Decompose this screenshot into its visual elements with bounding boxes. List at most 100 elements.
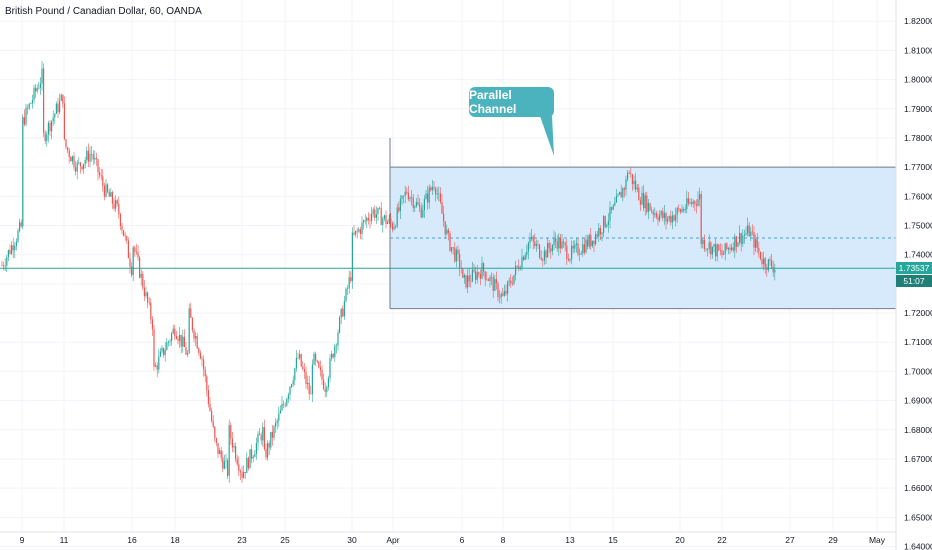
candle xyxy=(44,130,46,144)
candle xyxy=(73,152,75,171)
candle xyxy=(243,465,245,479)
candle xyxy=(582,237,584,257)
x-tick-label: 6 xyxy=(460,535,465,545)
candle xyxy=(603,214,605,238)
candle xyxy=(91,145,93,162)
candle xyxy=(319,360,321,377)
candle xyxy=(375,206,377,224)
candle xyxy=(235,442,237,463)
y-tick-label: 1.64000 xyxy=(904,542,932,550)
candle xyxy=(747,217,749,237)
candle xyxy=(311,359,313,403)
candle xyxy=(103,182,105,201)
candle xyxy=(407,185,409,202)
candle xyxy=(430,185,432,192)
candle xyxy=(689,198,691,205)
candle xyxy=(670,210,672,226)
candle xyxy=(353,225,355,236)
candle xyxy=(172,324,174,335)
candle xyxy=(767,258,769,273)
candle xyxy=(518,259,520,272)
candle xyxy=(455,246,457,268)
candle xyxy=(207,385,209,408)
candle xyxy=(766,263,768,277)
candle xyxy=(398,201,400,214)
candle xyxy=(111,190,113,210)
candle xyxy=(188,303,190,355)
candle xyxy=(214,425,216,442)
candle xyxy=(523,255,525,261)
x-tick-label: 18 xyxy=(170,535,180,545)
candle xyxy=(534,233,536,249)
candle xyxy=(678,204,680,213)
y-tick-label: 1.67000 xyxy=(904,454,932,464)
candle xyxy=(297,352,299,360)
candle xyxy=(193,328,195,343)
candle xyxy=(60,93,62,102)
candle xyxy=(89,146,91,168)
candle xyxy=(267,440,269,461)
candle xyxy=(36,84,38,94)
candle xyxy=(361,216,363,240)
candle xyxy=(679,208,681,215)
candle xyxy=(435,186,437,202)
candle xyxy=(121,222,123,235)
candle xyxy=(271,425,273,446)
candle xyxy=(649,202,651,211)
candle xyxy=(4,258,6,272)
candle xyxy=(331,351,333,362)
candle xyxy=(555,232,557,248)
candle xyxy=(755,234,757,252)
candle xyxy=(499,289,501,304)
candle xyxy=(513,274,515,286)
candle xyxy=(627,170,629,182)
callout-label[interactable]: Parallel Channel xyxy=(469,87,554,117)
parallel-channel[interactable] xyxy=(389,116,896,310)
candle xyxy=(260,432,262,445)
candle xyxy=(339,315,341,334)
candle xyxy=(537,240,539,249)
candle xyxy=(399,194,401,220)
chart-title: British Pound / Canadian Dollar, 60, OAN… xyxy=(5,6,202,17)
candle xyxy=(644,192,646,216)
candle xyxy=(404,185,406,204)
candle xyxy=(190,302,192,319)
candle xyxy=(691,198,693,207)
candle xyxy=(521,248,523,271)
candle xyxy=(222,451,224,473)
candle xyxy=(284,401,286,408)
candle xyxy=(35,84,37,99)
candle xyxy=(763,251,765,271)
x-tick-label: 23 xyxy=(237,535,247,545)
candle xyxy=(511,276,513,286)
candle xyxy=(166,338,168,351)
candle xyxy=(739,225,741,246)
candle xyxy=(31,94,33,109)
candle xyxy=(198,347,200,356)
candle xyxy=(507,280,509,302)
candle xyxy=(92,150,94,166)
candle xyxy=(740,232,742,252)
candle xyxy=(244,471,246,480)
candle xyxy=(283,400,285,409)
candle xyxy=(609,201,611,229)
candle xyxy=(255,437,257,460)
candle xyxy=(719,243,721,256)
candle xyxy=(28,102,30,111)
candle xyxy=(145,286,147,299)
candle xyxy=(452,246,454,255)
candle xyxy=(332,352,334,359)
time-axis[interactable]: 9 11 16 18 23 25 30 Apr 6 8 13 15 20 22 27 29 May xyxy=(0,531,896,545)
candle xyxy=(134,245,136,257)
candle xyxy=(532,234,534,250)
candle xyxy=(607,213,609,233)
candle xyxy=(305,366,307,389)
y-tick-label: 1.66000 xyxy=(904,483,932,493)
candle xyxy=(158,349,160,374)
candle xyxy=(185,341,187,356)
candle xyxy=(721,244,723,259)
candle xyxy=(577,238,579,257)
candle xyxy=(347,284,349,296)
candle xyxy=(396,203,398,228)
